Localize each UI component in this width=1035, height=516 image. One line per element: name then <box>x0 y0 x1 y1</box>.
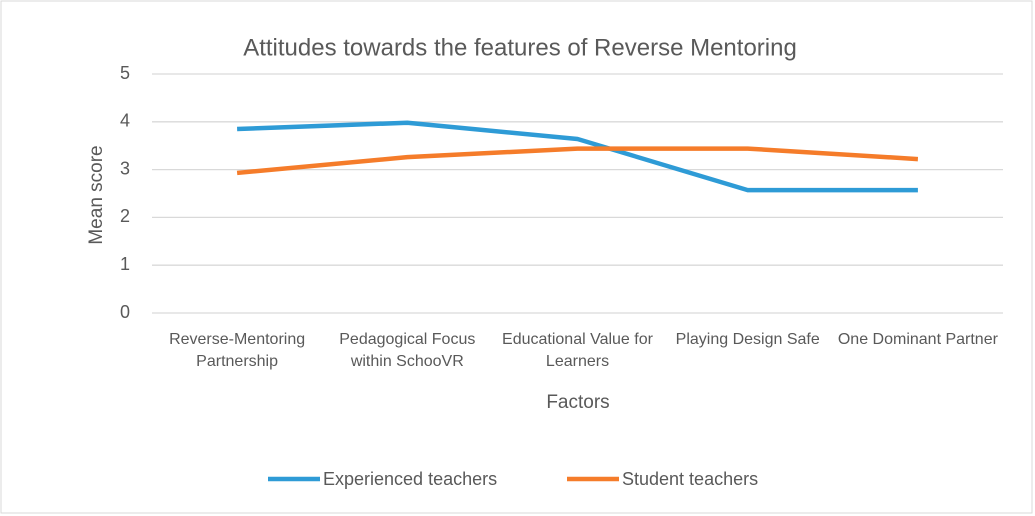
y-tick-label: 5 <box>120 63 130 83</box>
x-axis-title: Factors <box>546 392 609 413</box>
y-tick-label: 2 <box>120 206 130 226</box>
y-axis-title: Mean score <box>86 145 107 244</box>
data-line <box>237 120 918 193</box>
x-tick-label: Pedagogical Focus within SchooVR <box>339 331 476 370</box>
legend-label: Experienced teachers <box>323 469 497 489</box>
y-tick-label: 0 <box>120 302 130 322</box>
x-tick-label: Reverse-Mentoring Partnership <box>169 331 306 370</box>
y-tick-label: 3 <box>120 158 130 178</box>
legend-label: Student teachers <box>622 469 758 489</box>
x-tick-label: One Dominant Partner <box>837 331 998 348</box>
chart-title: Attitudes towards the features of Revers… <box>243 34 797 61</box>
x-tick-label: Educational Value for Learners <box>502 331 653 370</box>
data-line <box>236 146 919 176</box>
x-tick-label: Playing Design Safe <box>675 331 820 348</box>
y-tick-label: 1 <box>120 254 130 274</box>
y-tick-label: 4 <box>120 111 130 131</box>
